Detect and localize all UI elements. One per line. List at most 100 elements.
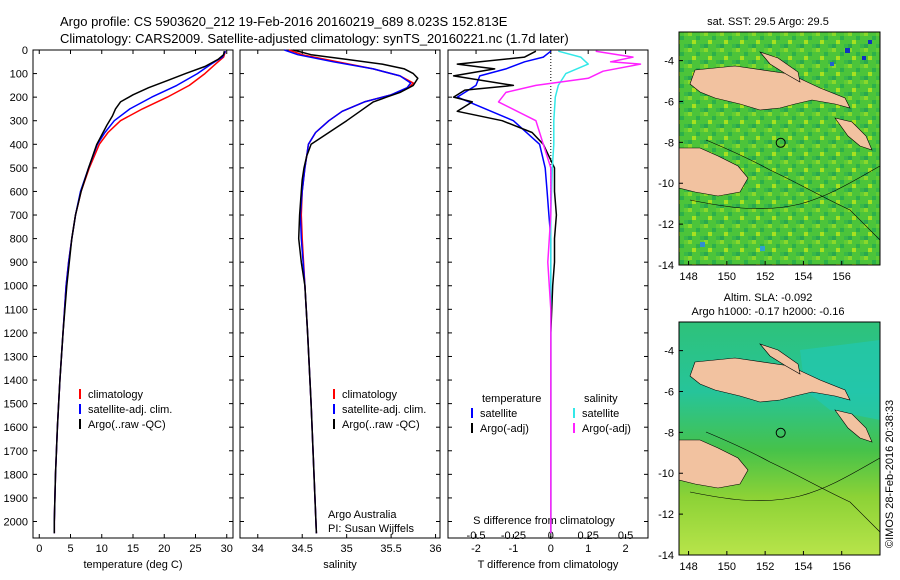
temperature-ytick-label: 0 bbox=[22, 45, 28, 57]
sst-map-axes: 148 150 152 154 156 -4 -6 -8 -10 -12 -14 bbox=[658, 56, 851, 283]
argo-float-marker bbox=[775, 137, 786, 148]
sst-map: sat. SST: 29.5 Argo: 29.5 148 150 152 154 15… bbox=[658, 16, 881, 283]
legend-salinity-item: satellite bbox=[582, 408, 619, 420]
difference-xtick-label: -2 bbox=[471, 543, 481, 555]
temperature-chart: 0 5 10 15 20 25 300100200300400500600700800900… bbox=[4, 45, 234, 571]
bathymetry-contour bbox=[689, 165, 881, 210]
sla-map-axes: 148 150 152 154 156 -4 -6 -8 -10 -12 -14 bbox=[658, 346, 851, 573]
salinity-series-argo-raw-qc- bbox=[293, 49, 419, 534]
sst-map-xtick-label: 150 bbox=[718, 271, 736, 283]
temperature-ytick-label: 1900 bbox=[4, 493, 28, 505]
sst-cell bbox=[868, 40, 872, 44]
new-guinea-land bbox=[689, 357, 851, 403]
temperature-ytick-label: 1500 bbox=[4, 399, 28, 411]
header-line-2: Climatology: CARS2009. Satellite-adjuste… bbox=[60, 31, 569, 46]
temperature-ytick-label: 1100 bbox=[4, 304, 28, 316]
sla-map-title-line-2: Argo h1000: -0.17 h2000: -0.16 bbox=[692, 306, 845, 318]
difference-xtick-label: 2 bbox=[623, 543, 629, 555]
temperature-ytick-label: 1200 bbox=[4, 328, 28, 340]
difference-xlabel: T difference from climatology bbox=[478, 559, 619, 571]
sla-map-frame bbox=[678, 321, 881, 556]
temperature-ytick-label: 500 bbox=[10, 163, 28, 175]
difference-xtick-label: -1 bbox=[509, 543, 519, 555]
sla-map-xtick-label: 148 bbox=[679, 561, 697, 573]
salinity-legend-item: climatology bbox=[342, 389, 398, 401]
temperature-xtick-label: 10 bbox=[96, 543, 108, 555]
salinity-xtick-label: 35.5 bbox=[380, 543, 401, 555]
timestamp-label: ©IMOS 28-Feb-2016 20:38:33 bbox=[884, 400, 896, 548]
salinity-xtick-label: 36 bbox=[429, 543, 441, 555]
difference-series-temperature-argo-adj- bbox=[452, 50, 558, 534]
salinity-xlabel: salinity bbox=[323, 559, 357, 571]
temperature-xtick-label: 20 bbox=[158, 543, 170, 555]
temperature-xtick-label: 0 bbox=[36, 543, 42, 555]
legend-temperature-title: temperature bbox=[482, 393, 541, 405]
papua-land bbox=[678, 439, 749, 489]
island-land bbox=[759, 51, 801, 83]
temperature-ytick-label: 1800 bbox=[4, 469, 28, 481]
sst-map-xtick-label: 154 bbox=[794, 271, 812, 283]
sst-map-xtick-label: 152 bbox=[756, 271, 774, 283]
difference-xtick-label: 0 bbox=[548, 543, 554, 555]
sst-cell bbox=[830, 62, 834, 66]
difference-plot-frame bbox=[447, 49, 649, 539]
temperature-series-satellite-adj-clim- bbox=[53, 50, 227, 534]
difference-xtick-label: 1 bbox=[585, 543, 591, 555]
sla-map-xtick-label: 152 bbox=[756, 561, 774, 573]
salinity-series-climatology bbox=[288, 49, 415, 534]
sst-map-ytick-label: -8 bbox=[664, 137, 674, 149]
temperature-legend-item: satellite-adj. clim. bbox=[88, 404, 172, 416]
temperature-xtick-label: 5 bbox=[67, 543, 73, 555]
sst-map-ytick-label: -14 bbox=[658, 260, 674, 272]
difference-top-tick-label: 0.25 bbox=[577, 530, 598, 542]
salinity-chart: 34 34.5 35 35.5 36 salinity climatology satelli… bbox=[239, 49, 442, 571]
temperature-ytick-label: 700 bbox=[10, 210, 28, 222]
temperature-xtick-label: 25 bbox=[189, 543, 201, 555]
bathymetry-contour bbox=[705, 139, 881, 241]
bathymetry-contour bbox=[705, 431, 881, 533]
sla-map-xtick-label: 150 bbox=[718, 561, 736, 573]
sla-high-region bbox=[800, 340, 880, 420]
legend-temperature-item: satellite bbox=[480, 408, 517, 420]
difference-top-tick-label: -0.25 bbox=[501, 530, 526, 542]
temperature-ytick-label: 900 bbox=[10, 257, 28, 269]
island-land bbox=[834, 117, 873, 151]
difference-top-tick-label: 0 bbox=[548, 530, 554, 542]
papua-land bbox=[678, 147, 749, 197]
salinity-xtick-label: 34 bbox=[252, 543, 264, 555]
bathymetry-contour bbox=[689, 457, 881, 502]
temperature-ytick-label: 1400 bbox=[4, 375, 28, 387]
temperature-series-argo-raw-qc- bbox=[53, 51, 226, 534]
new-guinea-land bbox=[689, 65, 851, 111]
island-land bbox=[834, 409, 873, 443]
salinity-legend-item: satellite-adj. clim. bbox=[342, 404, 426, 416]
credit-label: Argo Australia bbox=[328, 509, 397, 521]
sla-map-xtick-label: 156 bbox=[833, 561, 851, 573]
difference-chart: -2 -1 0 1 2 T difference from climatology S di… bbox=[447, 49, 649, 571]
salinity-xtick-label: 34.5 bbox=[292, 543, 313, 555]
temperature-ytick-label: 400 bbox=[10, 139, 28, 151]
sst-cell bbox=[862, 56, 866, 60]
salinity-legend-item: Argo(..raw -QC) bbox=[342, 419, 420, 431]
temperature-ytick-label: 1600 bbox=[4, 422, 28, 434]
sla-map: Altim. SLA: -0.092 Argo h1000: -0.17 h20… bbox=[658, 292, 881, 573]
sla-map-ytick-label: -12 bbox=[658, 509, 674, 521]
temperature-xlabel: temperature (deg C) bbox=[83, 559, 182, 571]
sst-cell bbox=[760, 246, 765, 251]
temperature-ytick-label: 2000 bbox=[4, 516, 28, 528]
temperature-plot-frame bbox=[32, 49, 234, 539]
temperature-ytick-label: 200 bbox=[10, 92, 28, 104]
sla-map-title-line-1: Altim. SLA: -0.092 bbox=[724, 292, 813, 304]
difference-top-label: S difference from climatology bbox=[473, 515, 615, 527]
legend-salinity-item: Argo(-adj) bbox=[582, 423, 631, 435]
sst-map-ytick-label: -12 bbox=[658, 219, 674, 231]
sst-map-ytick-label: -10 bbox=[658, 178, 674, 190]
sla-map-ytick-label: -4 bbox=[664, 346, 674, 358]
difference-top-tick-label: -0.5 bbox=[467, 530, 486, 542]
sla-map-ytick-label: -14 bbox=[658, 550, 674, 562]
temperature-ytick-label: 800 bbox=[10, 234, 28, 246]
legend-temperature-item: Argo(-adj) bbox=[480, 423, 529, 435]
difference-series-salinity-argo-adj- bbox=[497, 50, 642, 534]
pi-label: PI: Susan Wijffels bbox=[328, 523, 414, 535]
sla-map-xtick-label: 154 bbox=[794, 561, 812, 573]
